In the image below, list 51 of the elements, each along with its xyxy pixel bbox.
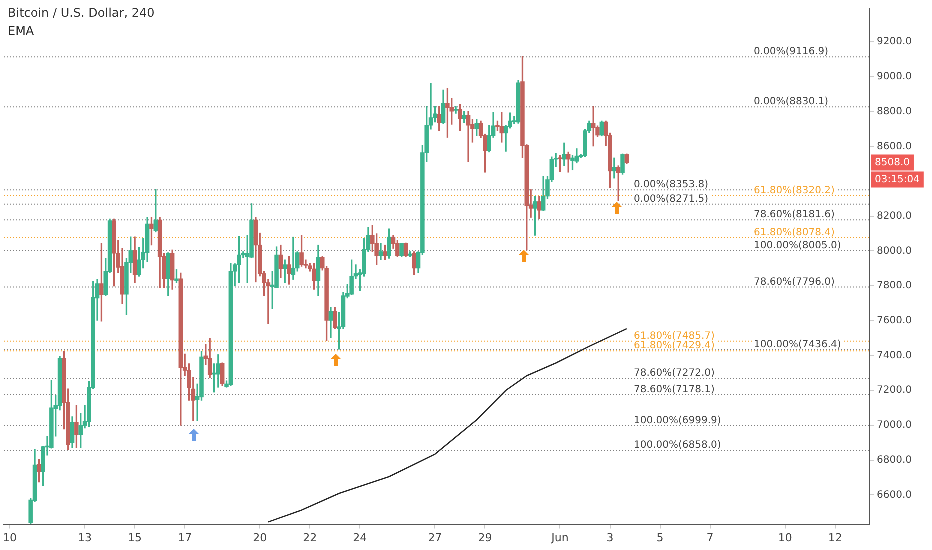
x-tick-label: 17 xyxy=(178,531,192,544)
x-tick-label: 13 xyxy=(78,531,92,544)
x-tick-label: 22 xyxy=(303,531,318,544)
ref-line-label: 78.60%(7178.1) xyxy=(634,384,716,396)
ref-line-label: 100.00%(6999.9) xyxy=(634,415,722,426)
chart-title: Bitcoin / U.S. Dollar, 240 xyxy=(8,6,155,20)
y-tick-label: 7000.0 xyxy=(877,420,912,432)
x-tick-label: 7 xyxy=(706,531,714,544)
candlestick xyxy=(612,158,617,179)
ref-line-label: 78.60%(7272.0) xyxy=(634,368,716,380)
x-tick-label: Jun xyxy=(550,531,569,544)
x-tick-label: 10 xyxy=(3,531,17,544)
x-tick-label: 24 xyxy=(353,531,368,544)
ref-line-label: 100.00%(7436.4) xyxy=(754,339,842,350)
candlestick xyxy=(291,236,296,280)
x-tick-label: 3 xyxy=(606,531,614,544)
y-tick-label: 7200.0 xyxy=(877,385,912,396)
ref-line-label: 0.00%(9116.9) xyxy=(754,46,829,58)
ref-line-label: 100.00%(8005.0) xyxy=(754,240,842,252)
ref-line-label: 78.60%(8181.6) xyxy=(754,210,836,221)
x-tick-label: 5 xyxy=(656,531,664,544)
y-tick-label: 9200.0 xyxy=(877,36,912,48)
ref-line-label: 61.80%(8320.2) xyxy=(754,185,836,196)
y-tick-label: 8600.0 xyxy=(877,141,912,152)
candlestick xyxy=(466,111,471,162)
y-tick-label: 8200.0 xyxy=(877,210,912,222)
x-tick-label: 29 xyxy=(478,531,492,544)
y-tick-label: 8800.0 xyxy=(877,106,912,118)
text: 03:15:04 xyxy=(875,174,920,186)
ref-line-label: 78.60%(7796.0) xyxy=(754,276,836,288)
ref-line-label: 61.80%(8078.4) xyxy=(754,228,836,239)
y-tick-label: 9000.0 xyxy=(877,72,912,83)
ref-line-label: 61.80%(7485.7) xyxy=(634,330,716,342)
y-tick-label: 8000.0 xyxy=(877,246,912,257)
y-tick-label: 6800.0 xyxy=(877,454,912,466)
y-tick-label: 7800.0 xyxy=(877,280,912,292)
x-tick-label: 20 xyxy=(253,531,268,544)
ref-line-label: 0.00%(8830.1) xyxy=(754,96,829,108)
y-tick-label: 6600.0 xyxy=(877,490,912,501)
ref-line-label: 61.80%(7429.4) xyxy=(634,340,716,352)
x-tick-label: 12 xyxy=(828,531,842,544)
ref-line-label: 0.00%(8271.5) xyxy=(634,194,709,205)
ref-line-label: 100.00%(6858.0) xyxy=(634,440,722,452)
y-tick-label: 7400.0 xyxy=(877,350,912,362)
x-tick-label: 15 xyxy=(128,531,142,544)
text: EMA xyxy=(8,24,34,38)
x-tick-label: 27 xyxy=(428,531,442,544)
y-tick-label: 7600.0 xyxy=(877,316,912,327)
ref-line-label: 0.00%(8353.8) xyxy=(634,180,709,191)
x-tick-label: 10 xyxy=(778,531,792,544)
annotation: 8508.0 xyxy=(875,157,910,168)
